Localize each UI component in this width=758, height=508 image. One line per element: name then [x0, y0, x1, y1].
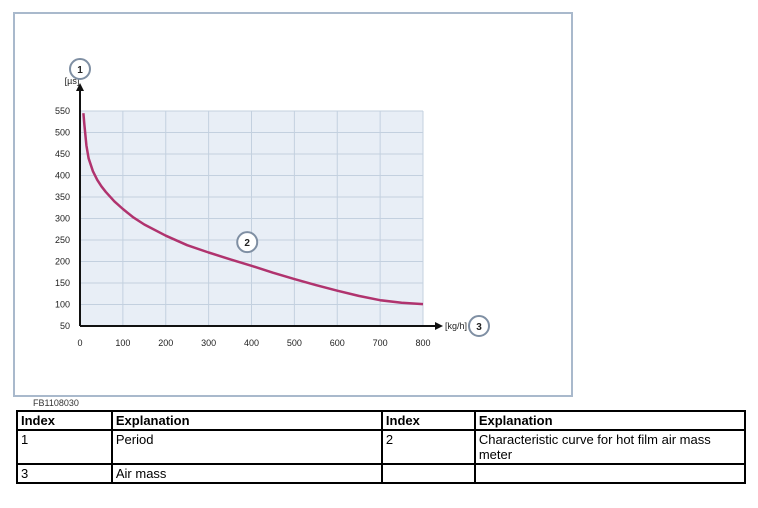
y-tick-label: 200	[55, 257, 70, 267]
callout-2-label: 2	[244, 238, 250, 249]
x-tick-label: 100	[115, 338, 130, 348]
y-tick-label: 400	[55, 171, 70, 181]
y-tick-label: 250	[55, 235, 70, 245]
x-tick-label: 200	[158, 338, 173, 348]
table-row: 1 Period 2 Characteristic curve for hot …	[16, 429, 747, 465]
callout-2-circle	[236, 231, 259, 254]
header-explanation-1: Explanation	[110, 410, 383, 431]
table-cell: Air mass	[110, 463, 383, 484]
y-tick-label: 300	[55, 214, 70, 224]
table-cell: 3	[16, 463, 113, 484]
table-cell	[473, 463, 747, 484]
x-tick-label: 400	[244, 338, 259, 348]
legend-table: Index Explanation Index Explanation 1 Pe…	[16, 410, 747, 484]
y-tick-label: 150	[55, 278, 70, 288]
callout-1-circle	[69, 58, 91, 80]
x-tick-label: 800	[415, 338, 430, 348]
x-tick-label: 500	[287, 338, 302, 348]
header-explanation-2: Explanation	[473, 410, 747, 431]
table-cell	[380, 463, 476, 484]
table-cell: Characteristic curve for hot film air ma…	[473, 429, 747, 465]
y-tick-label: 450	[55, 149, 70, 159]
x-tick-label: 600	[330, 338, 345, 348]
y-tick-label: 350	[55, 192, 70, 202]
x-tick-label: 0	[77, 338, 82, 348]
header-index-1: Index	[16, 410, 113, 431]
x-axis-arrow	[435, 322, 443, 330]
x-tick-label: 700	[373, 338, 388, 348]
y-tick-label: 500	[55, 128, 70, 138]
y-tick-label: 50	[60, 321, 70, 331]
y-tick-label: 100	[55, 300, 70, 310]
callout-1-label: 1	[77, 65, 83, 76]
table-cell: Period	[110, 429, 383, 465]
table-cell: 2	[380, 429, 476, 465]
y-axis-arrow	[76, 83, 84, 91]
table-row: 3 Air mass	[16, 463, 747, 484]
x-tick-label: 300	[201, 338, 216, 348]
table-cell: 1	[16, 429, 113, 465]
x-axis-label: [kg/h]	[445, 321, 467, 331]
figure-frame: 0 100 200 300 400 500 600 700 800 50 100 150 200 250 3…	[13, 12, 573, 408]
characteristic-curve-chart: 0 100 200 300 400 500 600 700 800 50 100 150 200 250 3…	[55, 58, 490, 348]
y-tick-label: 550	[55, 106, 70, 116]
curve-line	[82, 113, 424, 306]
callout-3-label: 3	[476, 322, 482, 333]
figure-id: FB1108030	[33, 398, 79, 408]
legend-table-header-row: Index Explanation Index Explanation	[16, 410, 747, 431]
y-axis-label: [µs]	[65, 76, 80, 86]
header-index-2: Index	[380, 410, 476, 431]
callout-3-circle	[468, 315, 490, 337]
